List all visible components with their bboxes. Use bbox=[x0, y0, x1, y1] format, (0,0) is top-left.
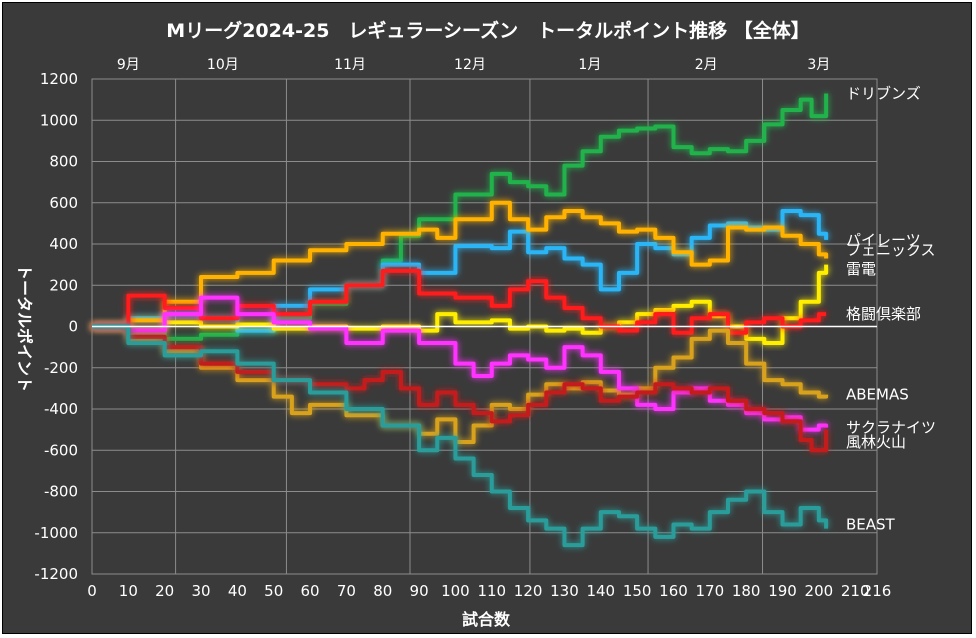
x-tick-label: 130 bbox=[550, 582, 579, 600]
x-tick-label: 190 bbox=[768, 582, 797, 600]
x-tick-label: 110 bbox=[477, 582, 506, 600]
x-tick-label: 0 bbox=[87, 582, 97, 600]
month-tick-label: 11月 bbox=[334, 57, 366, 73]
x-tick-label: 60 bbox=[301, 582, 320, 600]
series-line bbox=[92, 200, 829, 329]
y-tick-label: -1200 bbox=[34, 565, 78, 583]
series-line bbox=[92, 324, 829, 453]
y-axis-label: トータルポイント bbox=[15, 264, 34, 392]
team-label: フェニックス bbox=[846, 241, 936, 259]
month-tick-label: 1月 bbox=[578, 57, 601, 73]
y-tick-label: 0 bbox=[68, 318, 78, 336]
x-tick-label: 80 bbox=[373, 582, 392, 600]
x-tick-label: 30 bbox=[191, 582, 210, 600]
y-tick-label: 1000 bbox=[40, 111, 78, 129]
month-tick-label: 3月 bbox=[807, 57, 830, 73]
series-line bbox=[92, 324, 829, 444]
team-label: 格闘倶楽部 bbox=[846, 305, 921, 323]
team-label: サクラナイツ bbox=[846, 419, 936, 437]
month-tick-label: 9月 bbox=[117, 57, 140, 73]
y-tick-label: 400 bbox=[49, 235, 78, 253]
y-tick-label: -600 bbox=[44, 441, 78, 459]
x-tick-label: 180 bbox=[732, 582, 761, 600]
x-tick-label: 160 bbox=[659, 582, 688, 600]
x-tick-label: 210 bbox=[841, 582, 870, 600]
series-layer bbox=[92, 93, 829, 548]
team-label: 雷電 bbox=[846, 260, 876, 278]
y-tick-label: -200 bbox=[44, 359, 78, 377]
x-tick-label: 10 bbox=[119, 582, 138, 600]
y-tick-label: 200 bbox=[49, 276, 78, 294]
team-label: ドリブンズ bbox=[846, 84, 921, 102]
month-tick-label: 12月 bbox=[454, 57, 486, 73]
x-tick-label: 90 bbox=[410, 582, 429, 600]
x-tick-label: 40 bbox=[228, 582, 247, 600]
x-tick-label: 170 bbox=[696, 582, 725, 600]
x-tick-label: 140 bbox=[586, 582, 615, 600]
x-tick-label: 150 bbox=[623, 582, 652, 600]
line-chart: Mリーグ2024-25 レギュラーシーズン トータルポイント推移 【全体】 12… bbox=[15, 19, 936, 629]
x-tick-label: 20 bbox=[155, 582, 174, 600]
team-label: 風林火山 bbox=[846, 433, 906, 451]
x-axis-label: 試合数 bbox=[462, 610, 511, 629]
y-tick-label: -400 bbox=[44, 400, 78, 418]
y-tick-label: 600 bbox=[49, 194, 78, 212]
series-line bbox=[92, 264, 829, 345]
y-tick-label: -1000 bbox=[34, 524, 78, 542]
x-tick-label: 216 bbox=[863, 582, 892, 600]
y-tick-label: -800 bbox=[44, 483, 78, 501]
chart-title: Mリーグ2024-25 レギュラーシーズン トータルポイント推移 【全体】 bbox=[166, 19, 809, 42]
team-label: ABEMAS bbox=[846, 386, 909, 404]
month-tick-label: 2月 bbox=[695, 57, 718, 73]
y-tick-label: 800 bbox=[49, 153, 78, 171]
y-tick-label: 1200 bbox=[40, 70, 78, 88]
x-tick-label: 70 bbox=[337, 582, 356, 600]
x-tick-label: 100 bbox=[441, 582, 470, 600]
series-line bbox=[92, 93, 829, 341]
x-tick-label: 120 bbox=[514, 582, 543, 600]
month-tick-label: 10月 bbox=[207, 57, 239, 73]
team-label: BEAST bbox=[846, 516, 896, 534]
x-tick-label: 200 bbox=[805, 582, 834, 600]
ticks: 120010008006004002000-200-400-600-800-10… bbox=[34, 57, 891, 600]
series-line bbox=[92, 324, 829, 548]
x-tick-label: 50 bbox=[264, 582, 283, 600]
team-label: パイレーツ bbox=[846, 231, 921, 249]
